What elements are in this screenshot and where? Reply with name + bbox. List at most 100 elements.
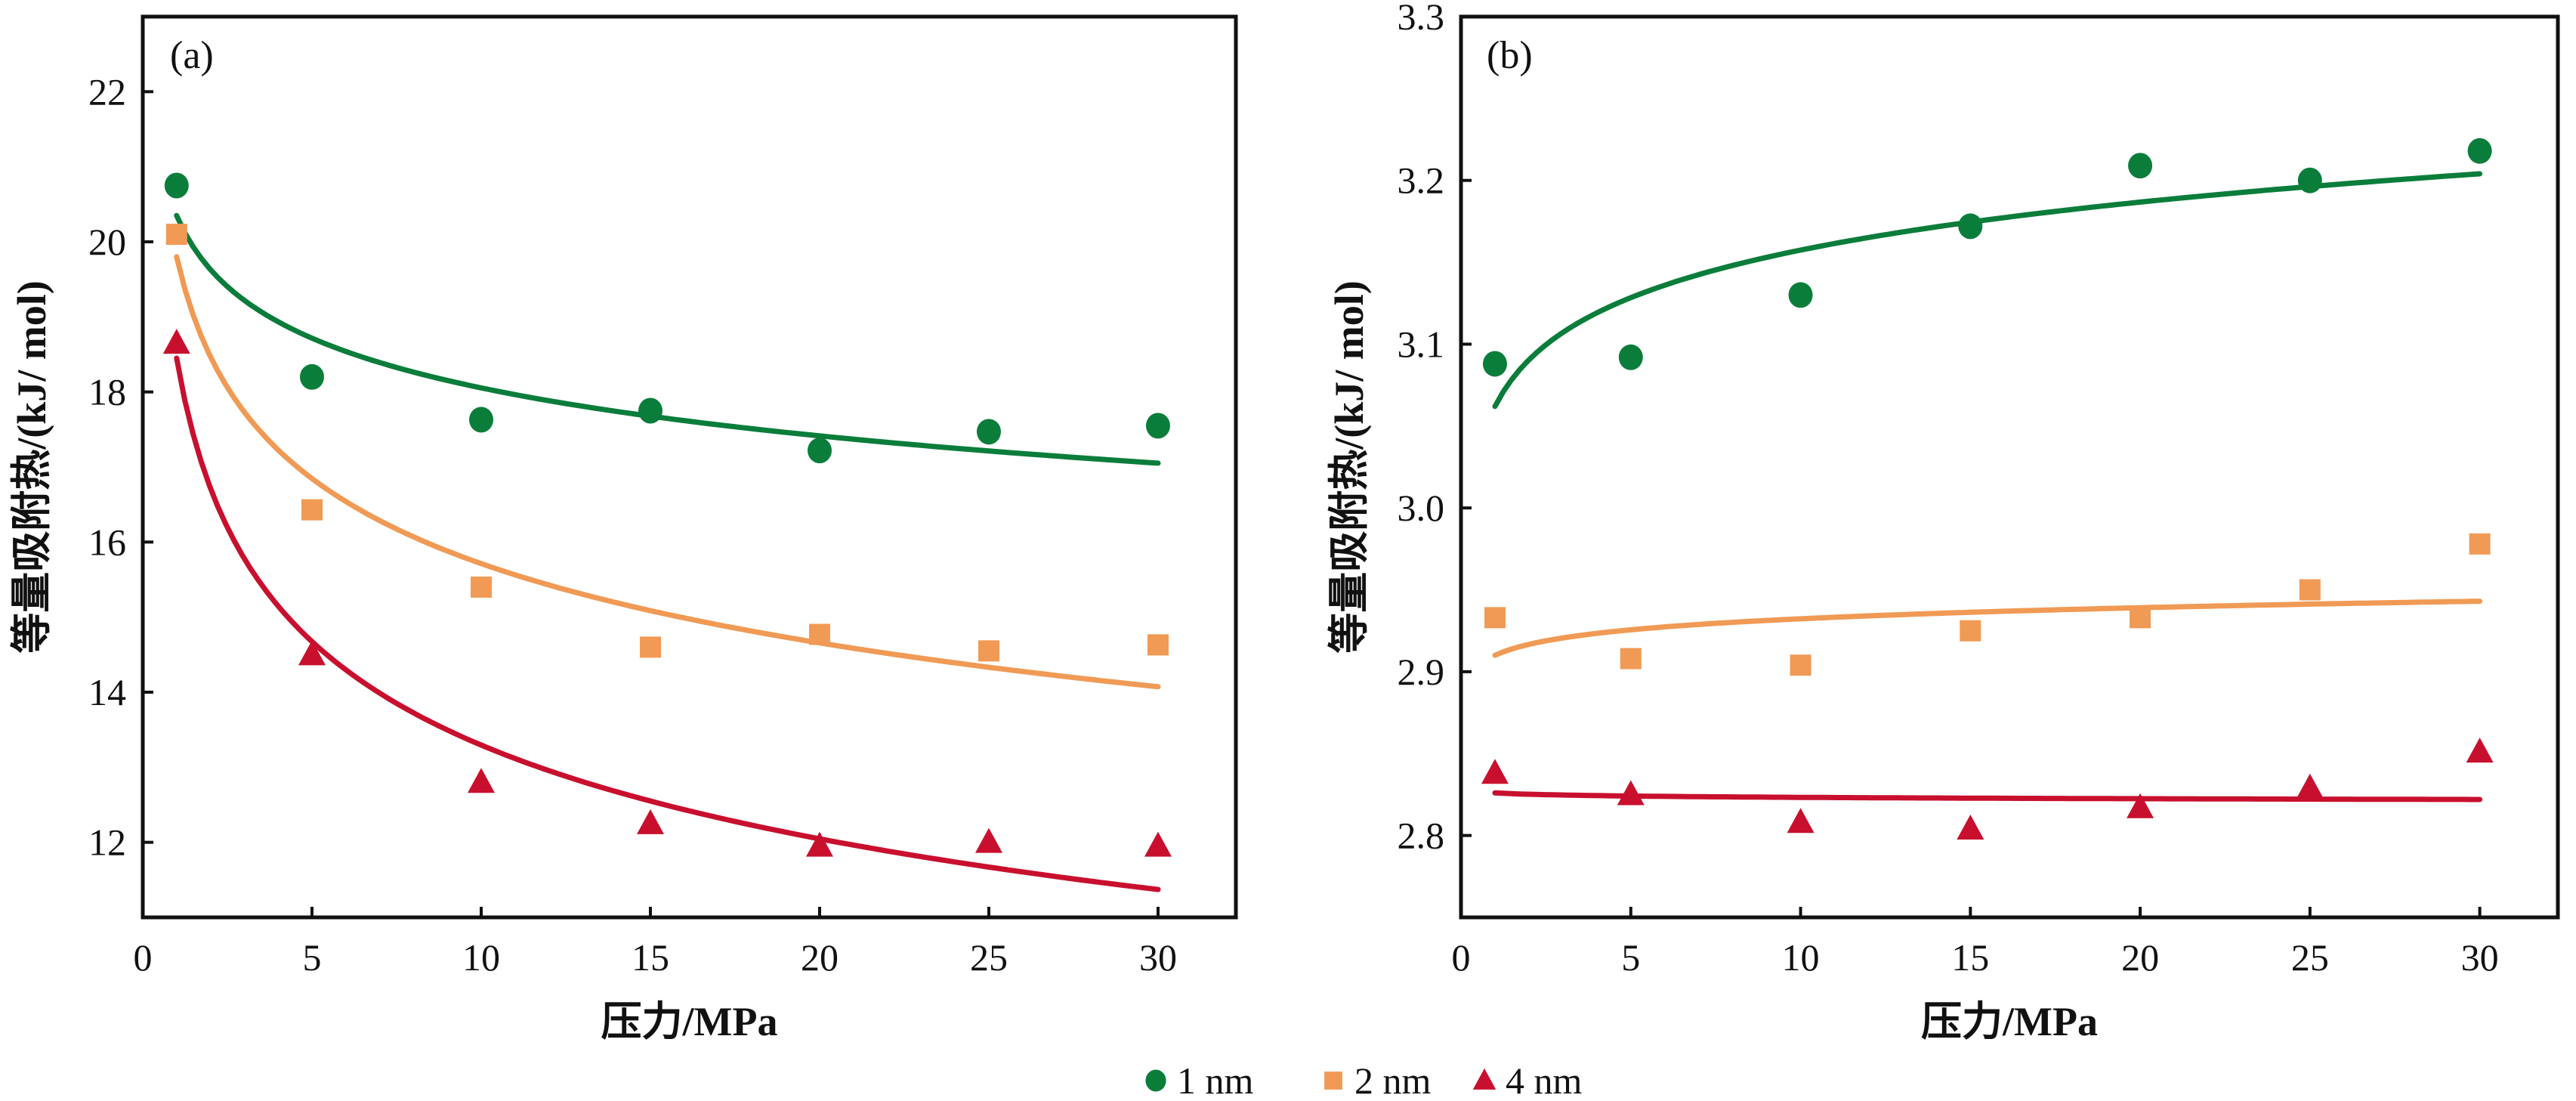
data-point bbox=[1620, 648, 1642, 670]
y-tick-label: 3.2 bbox=[1398, 159, 1445, 202]
legend-item: 4 nm bbox=[1472, 1059, 1583, 1101]
x-tick-label: 0 bbox=[134, 936, 153, 979]
legend-label: 2 nm bbox=[1354, 1059, 1432, 1101]
series-1nm bbox=[1482, 138, 2492, 410]
x-axis-label: 压力/MPa bbox=[601, 999, 778, 1044]
y-tick-label: 20 bbox=[88, 221, 126, 263]
data-point bbox=[301, 499, 323, 521]
y-tick-label: 22 bbox=[88, 70, 126, 113]
series-1nm bbox=[164, 172, 1170, 466]
legend-label: 1 nm bbox=[1177, 1059, 1254, 1101]
plot-frame bbox=[1459, 14, 2560, 920]
legend-marker bbox=[1145, 1069, 1166, 1092]
fit-line bbox=[174, 254, 1161, 690]
data-point bbox=[164, 172, 189, 199]
data-point bbox=[1484, 607, 1506, 629]
data-point bbox=[2130, 607, 2151, 629]
legend-label: 4 nm bbox=[1506, 1059, 1583, 1101]
x-tick-label: 25 bbox=[970, 936, 1008, 979]
data-point bbox=[1147, 634, 1169, 656]
data-point bbox=[1618, 344, 1643, 370]
data-point bbox=[808, 623, 830, 645]
fit-line bbox=[1492, 790, 2483, 803]
y-axis-label: 等量吸附热/(kJ/ mol) bbox=[9, 280, 54, 654]
legend-marker bbox=[1324, 1072, 1342, 1090]
panel-label: (a) bbox=[170, 34, 214, 77]
data-point bbox=[2299, 579, 2321, 601]
series-2nm bbox=[1484, 533, 2491, 676]
series-4nm bbox=[162, 329, 1172, 892]
data-point bbox=[978, 640, 999, 662]
legend-item: 1 nm bbox=[1145, 1059, 1254, 1101]
x-tick-label: 20 bbox=[2121, 936, 2159, 979]
data-point bbox=[470, 576, 492, 598]
fit-line bbox=[1492, 598, 2483, 658]
legend-marker bbox=[1472, 1068, 1496, 1090]
fit-line bbox=[174, 355, 1161, 892]
series-2nm bbox=[165, 224, 1169, 690]
panel-a: 0 5 10 15 20 25 30 12 14 16 18 20 22 压力/MPa 等量吸附热/(kJ/… bbox=[9, 14, 1238, 1044]
y-tick-label: 2.8 bbox=[1398, 815, 1445, 857]
y-axis-label: 等量吸附热/(kJ/ mol) bbox=[1327, 280, 1372, 654]
data-point bbox=[1145, 413, 1170, 439]
data-point bbox=[2466, 738, 2494, 763]
data-point bbox=[298, 640, 326, 666]
data-point bbox=[1960, 620, 1981, 642]
y-tick-label: 18 bbox=[88, 371, 126, 413]
data-point bbox=[165, 224, 187, 246]
data-point bbox=[976, 419, 1001, 445]
data-point bbox=[2128, 153, 2153, 179]
data-point bbox=[1787, 808, 1815, 833]
y-tick-label: 3.0 bbox=[1398, 487, 1445, 529]
data-point bbox=[1482, 351, 1507, 377]
x-axis-label: 压力/MPa bbox=[1921, 999, 2098, 1044]
data-point bbox=[636, 809, 664, 834]
data-point bbox=[467, 768, 495, 793]
y-tick-label: 12 bbox=[88, 821, 126, 864]
x-tick-label: 30 bbox=[2461, 936, 2499, 979]
fit-line bbox=[174, 212, 1161, 466]
y-tick-label: 3.1 bbox=[1398, 323, 1445, 365]
data-point bbox=[639, 636, 661, 658]
y-tick-label: 14 bbox=[88, 671, 126, 713]
data-point bbox=[1957, 814, 1985, 840]
data-point bbox=[299, 363, 324, 390]
x-tick-label: 20 bbox=[801, 936, 839, 979]
data-point bbox=[1617, 780, 1645, 806]
data-point bbox=[2469, 533, 2491, 555]
data-point bbox=[2127, 793, 2154, 818]
data-point bbox=[468, 407, 493, 433]
data-point bbox=[1958, 213, 1983, 240]
data-point bbox=[1790, 654, 1812, 676]
data-point bbox=[2297, 167, 2322, 193]
x-tick-label: 15 bbox=[632, 936, 669, 979]
data-point bbox=[805, 831, 833, 857]
x-tick-label: 0 bbox=[1452, 936, 1471, 979]
data-point bbox=[807, 438, 832, 464]
x-tick-label: 10 bbox=[462, 936, 500, 979]
x-tick-label: 5 bbox=[302, 936, 321, 979]
y-tick-label: 3.3 bbox=[1398, 0, 1445, 38]
panel-label: (b) bbox=[1487, 34, 1533, 77]
x-tick-label: 15 bbox=[1951, 936, 1989, 979]
x-tick-label: 30 bbox=[1139, 936, 1177, 979]
x-tick-label: 25 bbox=[2291, 936, 2329, 979]
data-point bbox=[974, 827, 1002, 853]
y-tick-label: 2.9 bbox=[1398, 651, 1445, 693]
x-tick-label: 5 bbox=[1621, 936, 1640, 979]
data-point bbox=[1481, 759, 1509, 784]
fit-line bbox=[1492, 171, 2483, 410]
data-point bbox=[1144, 831, 1172, 857]
data-point bbox=[1788, 282, 1813, 308]
series-4nm bbox=[1481, 738, 2494, 840]
x-tick-label: 10 bbox=[1782, 936, 1820, 979]
legend: 1 nm 2 nm 4 nm bbox=[1145, 1059, 1583, 1101]
data-point bbox=[2467, 138, 2492, 164]
y-tick-label: 16 bbox=[88, 521, 126, 563]
panel-b: 0 5 10 15 20 25 30 2.8 2.9 3.0 3.1 3.2 3.3 压力/MPa 等量吸附… bbox=[1327, 0, 2560, 1044]
data-point bbox=[2296, 773, 2324, 799]
legend-item: 2 nm bbox=[1324, 1059, 1432, 1101]
data-point bbox=[162, 329, 190, 354]
data-point bbox=[638, 397, 663, 424]
